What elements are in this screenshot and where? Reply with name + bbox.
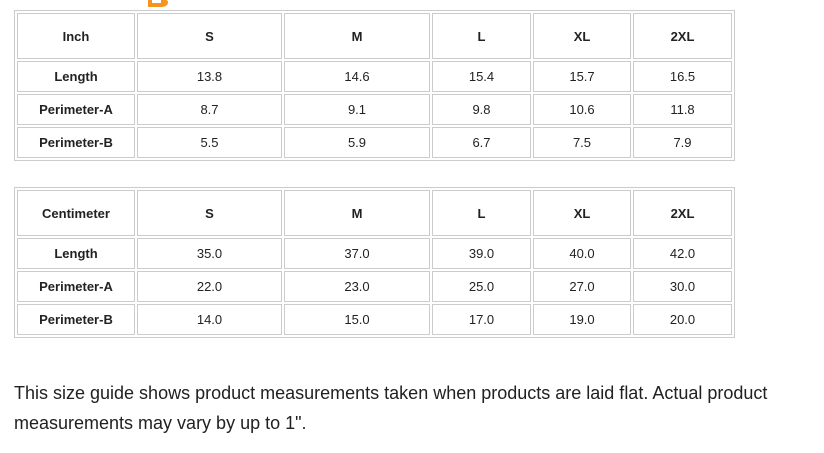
row-label-cell: Perimeter-A <box>17 271 135 302</box>
measurement-value-cell: 7.9 <box>633 127 732 158</box>
row-label-cell: Length <box>17 238 135 269</box>
size-header-cell: M <box>284 13 430 59</box>
size-header-cell: XL <box>533 13 631 59</box>
row-label-cell: Perimeter-B <box>17 304 135 335</box>
size-header-cell: S <box>137 190 282 236</box>
unit-label-cell: Centimeter <box>17 190 135 236</box>
measurement-value-cell: 5.9 <box>284 127 430 158</box>
measurement-value-cell: 10.6 <box>533 94 631 125</box>
measurement-value-cell: 15.4 <box>432 61 531 92</box>
measurement-value-cell: 5.5 <box>137 127 282 158</box>
heading-letter-counter-notch <box>152 0 161 3</box>
measurement-value-cell: 27.0 <box>533 271 631 302</box>
inch-size-table: Inch S M L XL 2XL Length 13.8 14.6 15.4 15.7 16.5 Pe… <box>14 10 735 161</box>
measurement-value-cell: 9.1 <box>284 94 430 125</box>
measurement-value-cell: 20.0 <box>633 304 732 335</box>
measurement-value-cell: 37.0 <box>284 238 430 269</box>
measurement-value-cell: 7.5 <box>533 127 631 158</box>
centimeter-size-table: Centimeter S M L XL 2XL Length 35.0 37.0 39.0 40.0… <box>14 187 735 338</box>
measurement-value-cell: 30.0 <box>633 271 732 302</box>
measurement-value-cell: 14.6 <box>284 61 430 92</box>
size-table-header-row: Inch S M L XL 2XL <box>17 13 732 59</box>
size-header-cell: XL <box>533 190 631 236</box>
measurement-value-cell: 6.7 <box>432 127 531 158</box>
measurement-value-cell: 16.5 <box>633 61 732 92</box>
measurement-value-cell: 13.8 <box>137 61 282 92</box>
measurement-value-cell: 15.0 <box>284 304 430 335</box>
measurement-value-cell: 11.8 <box>633 94 732 125</box>
measurement-row: Length 13.8 14.6 15.4 15.7 16.5 <box>17 61 732 92</box>
measurement-value-cell: 17.0 <box>432 304 531 335</box>
measurement-value-cell: 9.8 <box>432 94 531 125</box>
measurement-value-cell: 22.0 <box>137 271 282 302</box>
measurement-value-cell: 8.7 <box>137 94 282 125</box>
size-header-cell: S <box>137 13 282 59</box>
measurement-value-cell: 14.0 <box>137 304 282 335</box>
measurement-value-cell: 39.0 <box>432 238 531 269</box>
measurement-row: Perimeter-B 5.5 5.9 6.7 7.5 7.9 <box>17 127 732 158</box>
size-header-cell: 2XL <box>633 190 732 236</box>
heading-letter-bar <box>148 0 168 7</box>
measurement-row: Length 35.0 37.0 39.0 40.0 42.0 <box>17 238 732 269</box>
measurement-value-cell: 25.0 <box>432 271 531 302</box>
measurement-value-cell: 19.0 <box>533 304 631 335</box>
size-header-cell: L <box>432 13 531 59</box>
size-header-cell: 2XL <box>633 13 732 59</box>
size-header-cell: L <box>432 190 531 236</box>
cropped-heading-letter-fragment <box>148 0 168 7</box>
measurement-row: Perimeter-B 14.0 15.0 17.0 19.0 20.0 <box>17 304 732 335</box>
measurement-value-cell: 23.0 <box>284 271 430 302</box>
measurement-row: Perimeter-A 8.7 9.1 9.8 10.6 11.8 <box>17 94 732 125</box>
size-table-header-row: Centimeter S M L XL 2XL <box>17 190 732 236</box>
measurement-value-cell: 40.0 <box>533 238 631 269</box>
size-header-cell: M <box>284 190 430 236</box>
measurement-value-cell: 35.0 <box>137 238 282 269</box>
measurement-value-cell: 42.0 <box>633 238 732 269</box>
size-guide-note: This size guide shows product measuremen… <box>14 383 768 433</box>
measurement-row: Perimeter-A 22.0 23.0 25.0 27.0 30.0 <box>17 271 732 302</box>
unit-label-cell: Inch <box>17 13 135 59</box>
row-label-cell: Perimeter-B <box>17 127 135 158</box>
measurement-value-cell: 15.7 <box>533 61 631 92</box>
row-label-cell: Perimeter-A <box>17 94 135 125</box>
row-label-cell: Length <box>17 61 135 92</box>
